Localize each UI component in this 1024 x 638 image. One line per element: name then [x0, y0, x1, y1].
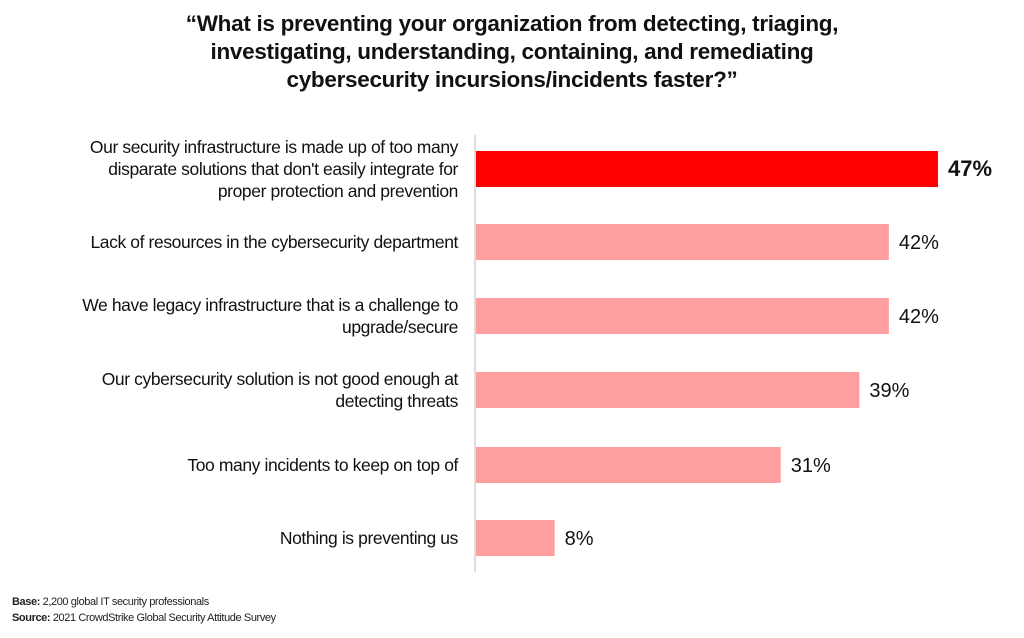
value-label-2: 42%	[899, 306, 939, 328]
base-label: Base:	[12, 596, 40, 608]
bar-1	[476, 224, 889, 260]
category-label-2: We have legacy infrastructure that is a …	[82, 295, 458, 315]
base-text: 2,200 global IT security professionals	[42, 596, 210, 608]
category-label-1: Lack of resources in the cybersecurity d…	[90, 232, 458, 252]
bar-4	[476, 447, 781, 483]
value-label-5: 8%	[565, 528, 594, 550]
value-label-4: 31%	[791, 455, 831, 477]
source-text: 2021 CrowdStrike Global Security Attitud…	[52, 612, 276, 624]
value-label-1: 42%	[899, 232, 939, 254]
title-line: cybersecurity incursions/incidents faste…	[286, 67, 738, 92]
category-label-3: Our cybersecurity solution is not good e…	[102, 369, 459, 389]
category-label-4: Too many incidents to keep on top of	[187, 455, 458, 475]
title-line: investigating, understanding, containing…	[210, 39, 814, 64]
category-label-3: detecting threats	[335, 391, 458, 411]
category-label-2: upgrade/secure	[342, 317, 458, 337]
category-label-0: disparate solutions that don't easily in…	[108, 159, 458, 179]
source-label: Source:	[12, 612, 51, 624]
bar-0	[476, 151, 938, 187]
bar-3	[476, 372, 860, 408]
value-label-0: 47%	[948, 156, 992, 181]
category-label-0: Our security infrastructure is made up o…	[90, 137, 459, 157]
bar-5	[476, 520, 555, 556]
bar-2	[476, 298, 889, 334]
footer-source: Source: 2021 CrowdStrike Global Security…	[12, 611, 276, 625]
title-line: “What is preventing your organization fr…	[185, 11, 839, 36]
value-label-3: 39%	[869, 380, 909, 402]
chart-title: “What is preventing your organization fr…	[120, 10, 904, 94]
footer-base: Base: 2,200 global IT security professio…	[12, 595, 209, 609]
category-label-0: proper protection and prevention	[218, 181, 458, 201]
category-label-5: Nothing is preventing us	[280, 528, 459, 548]
